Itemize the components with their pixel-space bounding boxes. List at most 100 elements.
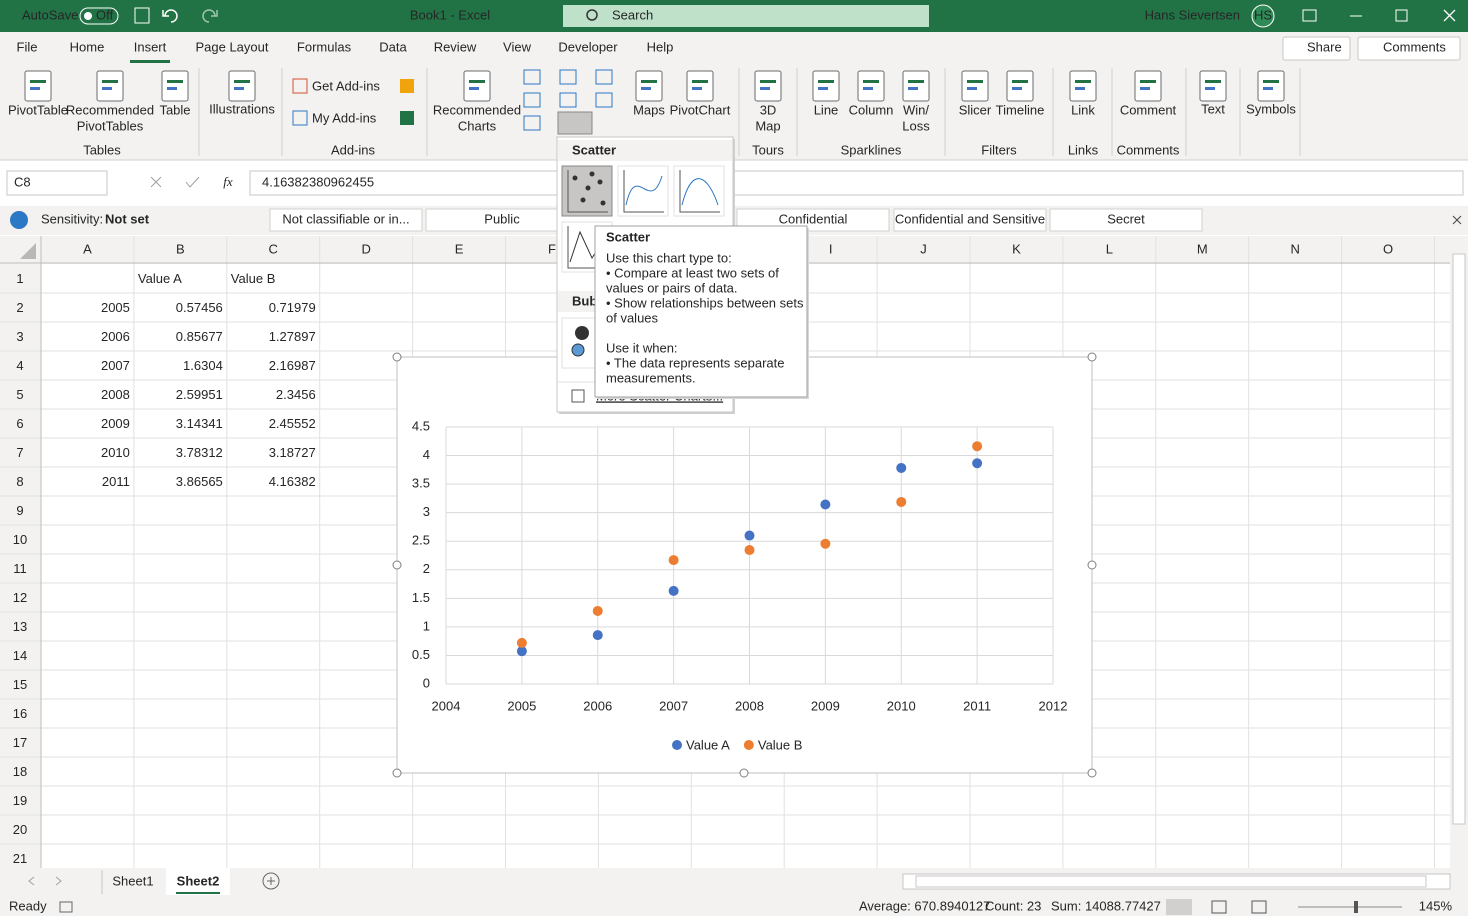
cell-text[interactable]: 4.16382 bbox=[269, 474, 316, 489]
data-point[interactable] bbox=[744, 530, 755, 541]
cell-text[interactable]: 2010 bbox=[101, 445, 130, 460]
ribbon-icon[interactable] bbox=[1006, 70, 1034, 102]
cell-text[interactable]: 1.6304 bbox=[183, 358, 223, 373]
ribbon-button-label[interactable]: PivotTables bbox=[77, 118, 144, 133]
ribbon-tab[interactable]: Home bbox=[70, 39, 105, 54]
data-point[interactable] bbox=[592, 630, 603, 641]
resize-handle[interactable] bbox=[392, 560, 402, 570]
sensitivity-option[interactable] bbox=[893, 208, 1047, 232]
cell-text[interactable]: 3.18727 bbox=[269, 445, 316, 460]
ribbon-button-label[interactable]: Slicer bbox=[959, 102, 992, 117]
close-btn[interactable] bbox=[1443, 9, 1456, 22]
sheet-tab[interactable]: Sheet2 bbox=[177, 873, 220, 888]
scatter-type-option[interactable] bbox=[673, 165, 725, 217]
row-header[interactable]: 5 bbox=[16, 387, 23, 402]
column-header[interactable]: J bbox=[920, 241, 927, 256]
select-all[interactable] bbox=[20, 243, 36, 259]
ribbon-icon[interactable] bbox=[463, 70, 491, 102]
cell-text[interactable]: Value B bbox=[231, 271, 276, 286]
new-sheet[interactable] bbox=[262, 872, 280, 890]
cell-text[interactable]: 1.27897 bbox=[269, 329, 316, 344]
column-header[interactable]: C bbox=[269, 241, 278, 256]
view-pagebreak[interactable] bbox=[1251, 900, 1267, 914]
cell-text[interactable]: 2006 bbox=[101, 329, 130, 344]
column-header[interactable]: O bbox=[1383, 241, 1393, 256]
sheet-tab[interactable]: Sheet1 bbox=[112, 873, 153, 888]
ribbon-button-label[interactable]: Recommended bbox=[433, 102, 521, 117]
cell-text[interactable]: 0.85677 bbox=[176, 329, 223, 344]
cell-text[interactable]: 2011 bbox=[102, 474, 130, 489]
ribbon-icon[interactable] bbox=[1069, 70, 1097, 102]
data-point[interactable] bbox=[972, 441, 983, 452]
data-point[interactable] bbox=[516, 646, 527, 657]
column-header[interactable]: A bbox=[83, 241, 92, 256]
legend-label[interactable]: Value A bbox=[686, 737, 730, 752]
ribbon-tab[interactable]: View bbox=[503, 39, 532, 54]
formula-input[interactable] bbox=[249, 170, 1464, 196]
row-header[interactable]: 15 bbox=[13, 677, 27, 692]
sensitivity-option-label[interactable]: Not classifiable or in... bbox=[282, 211, 409, 226]
ribbon-button-label[interactable]: Comment bbox=[1120, 102, 1177, 117]
comments-label[interactable]: Comments bbox=[1383, 39, 1446, 54]
data-point[interactable] bbox=[896, 496, 907, 507]
small-button-icon[interactable] bbox=[292, 78, 308, 94]
formula-value[interactable]: 4.16382380962455 bbox=[262, 174, 374, 189]
ribbon-button-label[interactable]: Text bbox=[1201, 101, 1225, 116]
chart-type-button[interactable] bbox=[595, 69, 613, 85]
chart-type-button[interactable] bbox=[595, 92, 613, 108]
cell-text[interactable]: 0.57456 bbox=[176, 300, 223, 315]
redo-icon[interactable] bbox=[202, 9, 218, 23]
column-header[interactable]: K bbox=[1012, 241, 1021, 256]
ribbon-button-label[interactable]: Illustrations bbox=[209, 101, 275, 116]
share-button[interactable] bbox=[1282, 36, 1351, 61]
ribbon-icon[interactable] bbox=[902, 70, 930, 102]
column-header[interactable]: E bbox=[455, 241, 464, 256]
ribbon-tab[interactable]: Data bbox=[379, 39, 407, 54]
resize-handle[interactable] bbox=[1087, 768, 1097, 778]
sensitivity-option-label[interactable]: Confidential bbox=[779, 211, 848, 226]
column-header[interactable]: M bbox=[1197, 241, 1208, 256]
ribbon-icon[interactable] bbox=[228, 70, 256, 102]
row-header[interactable]: 9 bbox=[16, 503, 23, 518]
legend-label[interactable]: Value B bbox=[758, 737, 803, 752]
column-header[interactable]: B bbox=[176, 241, 185, 256]
row-header[interactable]: 4 bbox=[16, 358, 23, 373]
ribbon-button-label[interactable]: 3D bbox=[760, 102, 777, 117]
sensitivity-option[interactable] bbox=[1049, 208, 1203, 232]
cell-text[interactable]: Value A bbox=[138, 271, 182, 286]
cell-text[interactable]: 0.71979 bbox=[269, 300, 316, 315]
row-header[interactable]: 7 bbox=[16, 445, 23, 460]
chart-area[interactable] bbox=[396, 356, 1093, 774]
row-header[interactable]: 18 bbox=[13, 764, 27, 779]
row-header[interactable]: 13 bbox=[13, 619, 27, 634]
zoom-thumb[interactable] bbox=[1354, 901, 1358, 913]
ribbon-tab[interactable]: Insert bbox=[134, 39, 167, 54]
chart-type-button[interactable] bbox=[523, 92, 541, 108]
autosave-toggle[interactable] bbox=[79, 7, 119, 25]
row-header[interactable]: 16 bbox=[13, 706, 27, 721]
data-point[interactable] bbox=[668, 585, 679, 596]
ribbon-icon[interactable] bbox=[812, 70, 840, 102]
chart-type-button[interactable] bbox=[559, 92, 577, 108]
cell-text[interactable]: 2009 bbox=[101, 416, 130, 431]
cell-text[interactable]: 3.86565 bbox=[176, 474, 223, 489]
ribbon-icon[interactable] bbox=[1199, 70, 1227, 102]
insert-function[interactable]: fx bbox=[223, 174, 233, 189]
ribbon-icon[interactable] bbox=[635, 70, 663, 102]
ribbon-icon[interactable] bbox=[857, 70, 885, 102]
view-normal[interactable] bbox=[1166, 899, 1192, 915]
row-header[interactable]: 3 bbox=[16, 329, 23, 344]
column-header[interactable]: L bbox=[1106, 241, 1113, 256]
ribbon-icon[interactable] bbox=[754, 70, 782, 102]
data-point[interactable] bbox=[820, 538, 831, 549]
row-header[interactable]: 11 bbox=[13, 561, 27, 576]
ribbon-button-label[interactable]: Link bbox=[1071, 102, 1095, 117]
chart-type-button[interactable] bbox=[523, 69, 541, 85]
sensitivity-option-label[interactable]: Confidential and Sensitive bbox=[895, 211, 1045, 226]
undo-icon[interactable] bbox=[162, 9, 178, 23]
view-layout[interactable] bbox=[1211, 900, 1227, 914]
ribbon-button-label[interactable]: PivotChart bbox=[670, 102, 731, 117]
ribbon-icon[interactable] bbox=[961, 70, 989, 102]
small-button-label[interactable]: My Add-ins bbox=[312, 110, 377, 125]
ribbon-icon[interactable] bbox=[686, 70, 714, 102]
